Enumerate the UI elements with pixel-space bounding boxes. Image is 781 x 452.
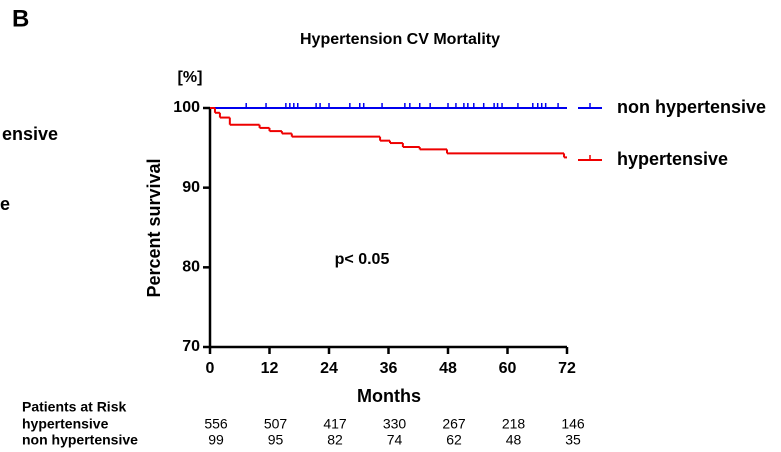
cropped-text: ensive [2,124,58,144]
y-tick-label: 90 [182,179,200,196]
y-axis-label: Percent survival [144,158,164,297]
risk-value: 62 [446,432,462,448]
risk-value: 330 [383,416,407,432]
legend-label: hypertensive [617,149,728,169]
risk-value: 218 [502,416,526,432]
panel-label: B [12,5,29,32]
cropped-text: e [0,194,10,214]
risk-value: 99 [208,432,224,448]
risk-value: 95 [268,432,284,448]
risk-value: 267 [442,416,466,432]
y-tick-label: 80 [182,259,200,276]
risk-value: 146 [561,416,585,432]
x-tick-label: 48 [439,360,457,377]
legend-label: non hypertensive [617,97,766,117]
x-tick-label: 36 [380,360,398,377]
risk-value: 417 [323,416,347,432]
y-tick-label: 100 [173,99,200,116]
risk-row-label: non hypertensive [22,432,138,448]
x-tick-label: 0 [206,360,215,377]
x-tick-label: 72 [558,360,576,377]
risk-row-label: hypertensive [22,416,109,432]
chart-title: Hypertension CV Mortality [300,31,500,48]
y-unit: [%] [178,69,203,86]
annotation: p< 0.05 [335,251,390,268]
x-tick-label: 12 [261,360,279,377]
x-axis-label: Months [357,386,421,406]
risk-value: 556 [204,416,228,432]
x-tick-label: 60 [499,360,517,377]
risk-value: 48 [506,432,522,448]
risk-title: Patients at Risk [22,399,126,415]
risk-value: 74 [387,432,403,448]
risk-value: 35 [565,432,581,448]
y-tick-label: 70 [182,338,200,355]
risk-value: 507 [264,416,288,432]
risk-value: 82 [327,432,343,448]
x-tick-label: 24 [320,360,338,377]
